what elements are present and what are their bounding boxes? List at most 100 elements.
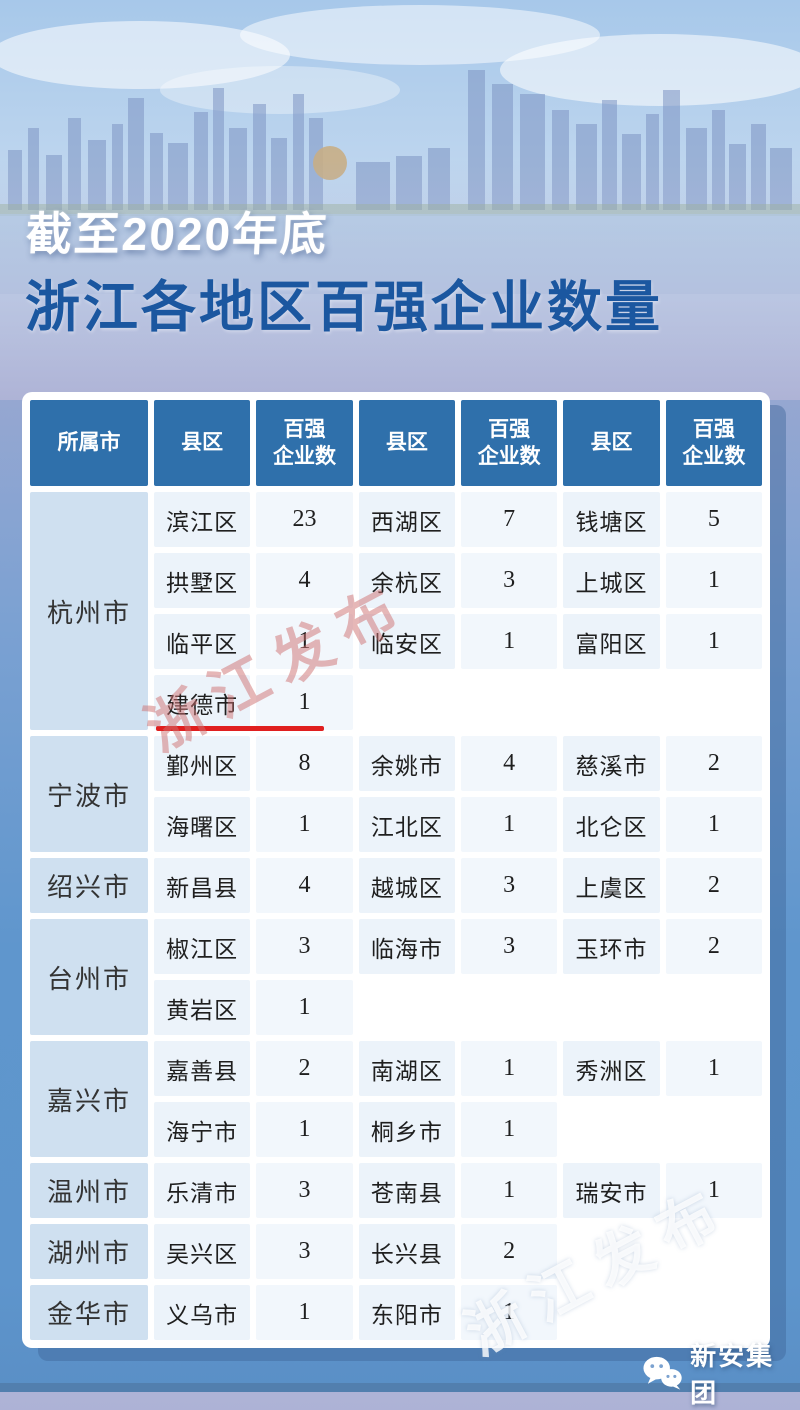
district-cell: 江北区 bbox=[358, 797, 455, 852]
city-cell: 宁波市 bbox=[30, 736, 148, 852]
column-header: 百强 企业数 bbox=[461, 400, 558, 486]
value-cell: 1 bbox=[256, 980, 353, 1035]
column-header: 县区 bbox=[154, 400, 251, 486]
empty-cell bbox=[666, 675, 762, 730]
empty-cell bbox=[563, 1285, 659, 1340]
value-cell: 4 bbox=[256, 858, 353, 913]
district-cell: 西湖区 bbox=[358, 492, 455, 547]
value-cell: 1 bbox=[256, 1285, 353, 1340]
empty-cell bbox=[359, 675, 455, 730]
value-cell: 1 bbox=[461, 1285, 558, 1340]
district-cell: 乐清市 bbox=[154, 1163, 251, 1218]
empty-cell bbox=[563, 980, 659, 1035]
district-cell: 越城区 bbox=[358, 858, 455, 913]
empty-cell bbox=[359, 980, 455, 1035]
column-header: 百强 企业数 bbox=[665, 400, 762, 486]
district-cell: 黄岩区 bbox=[154, 980, 251, 1035]
value-cell: 2 bbox=[461, 1224, 558, 1279]
page-title: 浙江各地区百强企业数量 bbox=[25, 276, 664, 338]
district-cell: 玉环市 bbox=[563, 919, 660, 974]
district-cell: 桐乡市 bbox=[358, 1102, 455, 1157]
district-cell: 义乌市 bbox=[154, 1285, 251, 1340]
district-cell: 慈溪市 bbox=[563, 736, 660, 791]
bottom-strip bbox=[0, 1383, 800, 1392]
value-cell: 1 bbox=[665, 614, 762, 669]
district-cell: 临平区 bbox=[154, 614, 251, 669]
city-cell: 温州市 bbox=[30, 1163, 148, 1218]
column-header: 县区 bbox=[358, 400, 455, 486]
value-cell: 5 bbox=[665, 492, 762, 547]
empty-cell bbox=[563, 675, 659, 730]
value-cell: 8 bbox=[256, 736, 353, 791]
city-cell: 绍兴市 bbox=[30, 858, 148, 913]
table-panel: 所属市 县区 百强 企业数 县区 百强 企业数 县区 百强 企业数 杭州市 滨江区 23 西湖区 7 钱… bbox=[22, 392, 770, 1348]
district-cell: 东阳市 bbox=[358, 1285, 455, 1340]
city-cell: 杭州市 bbox=[30, 492, 148, 730]
value-cell: 1 bbox=[256, 1102, 353, 1157]
value-cell: 2 bbox=[665, 858, 762, 913]
value-cell: 1 bbox=[461, 797, 558, 852]
value-cell: 1 bbox=[665, 1163, 762, 1218]
value-cell: 1 bbox=[461, 1041, 558, 1096]
district-cell: 吴兴区 bbox=[154, 1224, 251, 1279]
value-cell: 3 bbox=[461, 858, 558, 913]
value-cell: 1 bbox=[665, 553, 762, 608]
district-cell: 海曙区 bbox=[154, 797, 251, 852]
column-header: 县区 bbox=[563, 400, 660, 486]
empty-cell bbox=[666, 1285, 762, 1340]
value-cell: 1 bbox=[461, 614, 558, 669]
value-cell: 4 bbox=[461, 736, 558, 791]
district-cell: 余姚市 bbox=[358, 736, 455, 791]
district-cell: 滨江区 bbox=[154, 492, 251, 547]
district-cell: 富阳区 bbox=[563, 614, 660, 669]
wechat-icon bbox=[643, 1356, 682, 1390]
district-cell: 海宁市 bbox=[154, 1102, 251, 1157]
empty-cell bbox=[563, 1102, 659, 1157]
district-cell: 上城区 bbox=[563, 553, 660, 608]
value-cell: 1 bbox=[665, 1041, 762, 1096]
value-cell: 3 bbox=[461, 553, 558, 608]
district-cell: 苍南县 bbox=[358, 1163, 455, 1218]
brand-label: 新安集团 bbox=[690, 1341, 775, 1408]
city-cell: 嘉兴市 bbox=[30, 1041, 148, 1157]
district-cell: 嘉善县 bbox=[154, 1041, 251, 1096]
empty-cell bbox=[666, 1224, 762, 1279]
district-cell: 椒江区 bbox=[154, 919, 251, 974]
empty-cell bbox=[461, 675, 557, 730]
red-underline bbox=[156, 726, 324, 731]
empty-cell bbox=[666, 1102, 762, 1157]
district-cell: 北仑区 bbox=[563, 797, 660, 852]
district-cell: 鄞州区 bbox=[154, 736, 251, 791]
city-cell: 台州市 bbox=[30, 919, 148, 1035]
hero-background bbox=[0, 0, 800, 400]
value-cell: 4 bbox=[256, 553, 353, 608]
empty-cell bbox=[461, 980, 557, 1035]
district-cell: 钱塘区 bbox=[563, 492, 660, 547]
district-cell: 拱墅区 bbox=[154, 553, 251, 608]
empty-cell bbox=[666, 980, 762, 1035]
value-cell: 2 bbox=[665, 919, 762, 974]
district-cell: 瑞安市 bbox=[563, 1163, 660, 1218]
empty-cell bbox=[563, 1224, 659, 1279]
value-cell: 3 bbox=[256, 1163, 353, 1218]
column-header: 百强 企业数 bbox=[256, 400, 353, 486]
value-cell: 1 bbox=[256, 675, 353, 730]
brand: 新安集团 bbox=[642, 1336, 800, 1410]
value-cell: 1 bbox=[256, 614, 353, 669]
district-cell: 长兴县 bbox=[358, 1224, 455, 1279]
city-cell: 金华市 bbox=[30, 1285, 148, 1340]
value-cell: 3 bbox=[461, 919, 558, 974]
value-cell: 3 bbox=[256, 919, 353, 974]
value-cell: 2 bbox=[665, 736, 762, 791]
district-cell: 南湖区 bbox=[358, 1041, 455, 1096]
value-cell: 7 bbox=[461, 492, 558, 547]
district-cell: 临安区 bbox=[358, 614, 455, 669]
table-grid: 所属市 县区 百强 企业数 县区 百强 企业数 县区 百强 企业数 杭州市 滨江区 23 西湖区 7 钱… bbox=[30, 400, 762, 1340]
district-cell: 余杭区 bbox=[358, 553, 455, 608]
value-cell: 1 bbox=[665, 797, 762, 852]
value-cell: 1 bbox=[461, 1102, 558, 1157]
value-cell: 3 bbox=[256, 1224, 353, 1279]
district-cell: 新昌县 bbox=[154, 858, 251, 913]
district-cell: 建德市 bbox=[154, 675, 324, 731]
value-cell: 2 bbox=[256, 1041, 353, 1096]
